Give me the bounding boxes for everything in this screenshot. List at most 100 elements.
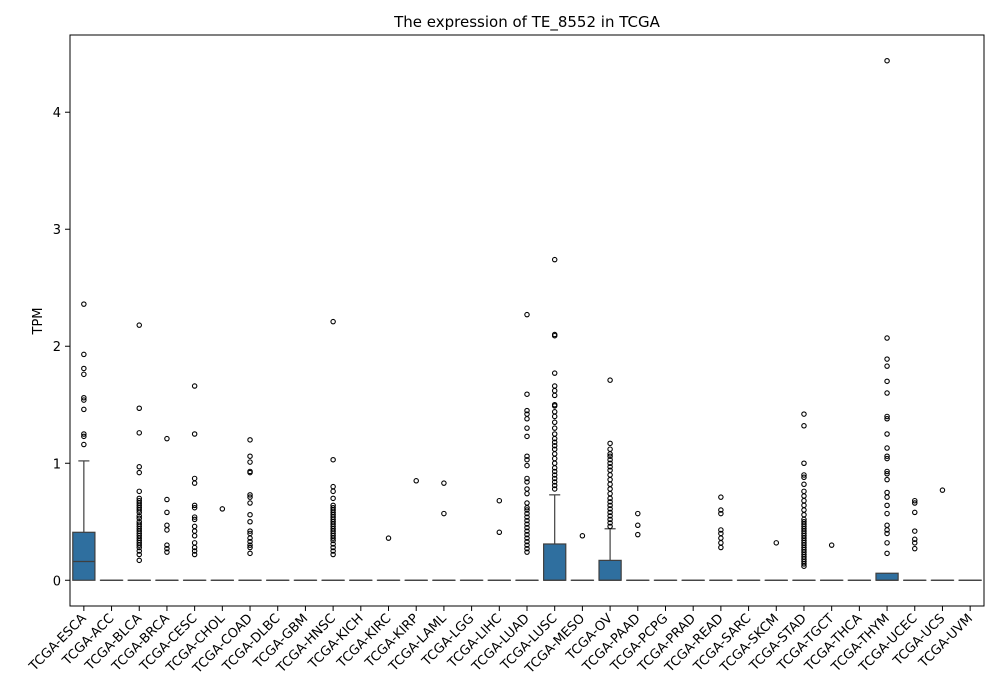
box-group: [72, 301, 96, 581]
outlier-point: [81, 431, 87, 437]
outlier-point: [718, 510, 724, 517]
outlier-point: [247, 519, 253, 525]
outlier-point: [524, 521, 530, 527]
outlier-point: [607, 499, 613, 505]
outlier-point: [136, 488, 142, 495]
outlier-point: [607, 490, 613, 497]
outlier-point: [330, 548, 336, 554]
outlier-point: [524, 407, 530, 414]
outlier-point: [607, 509, 613, 516]
outlier-point: [191, 514, 198, 520]
box-group: [515, 311, 539, 581]
outlier-point: [247, 511, 253, 518]
outlier-point: [551, 465, 558, 471]
outlier-point: [884, 455, 890, 462]
outlier-point: [385, 535, 392, 541]
outlier-point: [330, 318, 336, 325]
outlier-point: [496, 497, 503, 504]
outlier-point: [801, 493, 807, 499]
outlier-point: [136, 322, 142, 328]
outlier-point: [524, 462, 530, 469]
outlier-point: [164, 496, 170, 503]
outlier-point: [551, 256, 558, 263]
outlier-point: [164, 509, 170, 516]
outlier-point: [524, 456, 530, 463]
outlier-point: [551, 451, 558, 457]
outlier-point: [136, 507, 142, 513]
outlier-point: [635, 522, 641, 529]
outlier-point: [136, 515, 142, 521]
outlier-point: [551, 439, 558, 445]
outlier-point: [884, 550, 890, 557]
outlier-point: [551, 472, 558, 478]
outlier-point: [524, 311, 530, 318]
outlier-point: [551, 370, 558, 376]
outlier-point: [81, 365, 87, 372]
outlier-point: [81, 351, 87, 358]
outlier-point: [635, 510, 641, 517]
outlier-point: [136, 557, 142, 564]
plot-frame: [69, 34, 985, 607]
outlier-point: [551, 475, 558, 482]
outlier-point: [718, 540, 724, 546]
outlier-point: [579, 533, 586, 539]
outlier-point: [884, 363, 890, 369]
outlier-point: [247, 538, 253, 545]
outlier-point: [884, 431, 890, 437]
outlier-point: [524, 535, 530, 541]
y-tick-label: 0: [53, 574, 61, 589]
y-axis-title: TPM: [31, 308, 46, 336]
outlier-point: [551, 435, 558, 442]
outlier-point: [884, 378, 890, 385]
outlier-point: [884, 522, 890, 529]
outlier-point: [191, 523, 198, 530]
outlier-point: [607, 486, 613, 492]
outlier-point: [718, 544, 724, 551]
outlier-point: [191, 502, 198, 509]
outlier-point: [81, 394, 87, 401]
plot-area: [72, 57, 982, 581]
outlier-point: [884, 468, 890, 475]
outlier-point: [551, 468, 558, 475]
outlier-point: [551, 413, 558, 420]
outlier-point: [884, 530, 890, 537]
outlier-point: [136, 513, 142, 519]
box-group: [182, 383, 207, 581]
box-group: [819, 542, 844, 581]
outlier-point: [884, 57, 890, 64]
box-group: [432, 480, 456, 581]
outlier-point: [912, 536, 918, 543]
outlier-point: [191, 516, 198, 523]
outlier-point: [607, 523, 613, 530]
outlier-point: [607, 440, 613, 447]
box-group: [210, 506, 235, 581]
outlier-point: [136, 464, 142, 470]
outlier-point: [801, 488, 807, 495]
outlier-point: [191, 504, 198, 511]
outlier-point: [524, 500, 530, 506]
outlier-point: [884, 335, 890, 341]
outlier-point: [551, 383, 558, 389]
outlier-point: [219, 506, 226, 512]
outlier-point: [136, 430, 142, 436]
outlier-point: [884, 502, 890, 509]
outlier-point: [524, 486, 530, 492]
box-group: [155, 435, 179, 581]
outlier-point: [828, 542, 835, 548]
outlier-point: [884, 489, 890, 496]
outlier-point: [524, 510, 530, 517]
outlier-point: [884, 527, 890, 533]
outlier-point: [247, 542, 253, 548]
outlier-point: [136, 551, 142, 558]
outlier-point: [330, 495, 336, 502]
outlier-point: [884, 356, 890, 362]
outlier-point: [524, 475, 530, 482]
outlier-point: [912, 500, 918, 506]
outlier-point: [884, 471, 890, 477]
outlier-point: [330, 535, 336, 541]
outlier-point: [912, 497, 918, 504]
outlier-point: [801, 460, 807, 466]
outlier-point: [718, 535, 724, 541]
box-group: [238, 437, 262, 581]
y-axis: 0 1 2 3 4: [53, 106, 70, 589]
